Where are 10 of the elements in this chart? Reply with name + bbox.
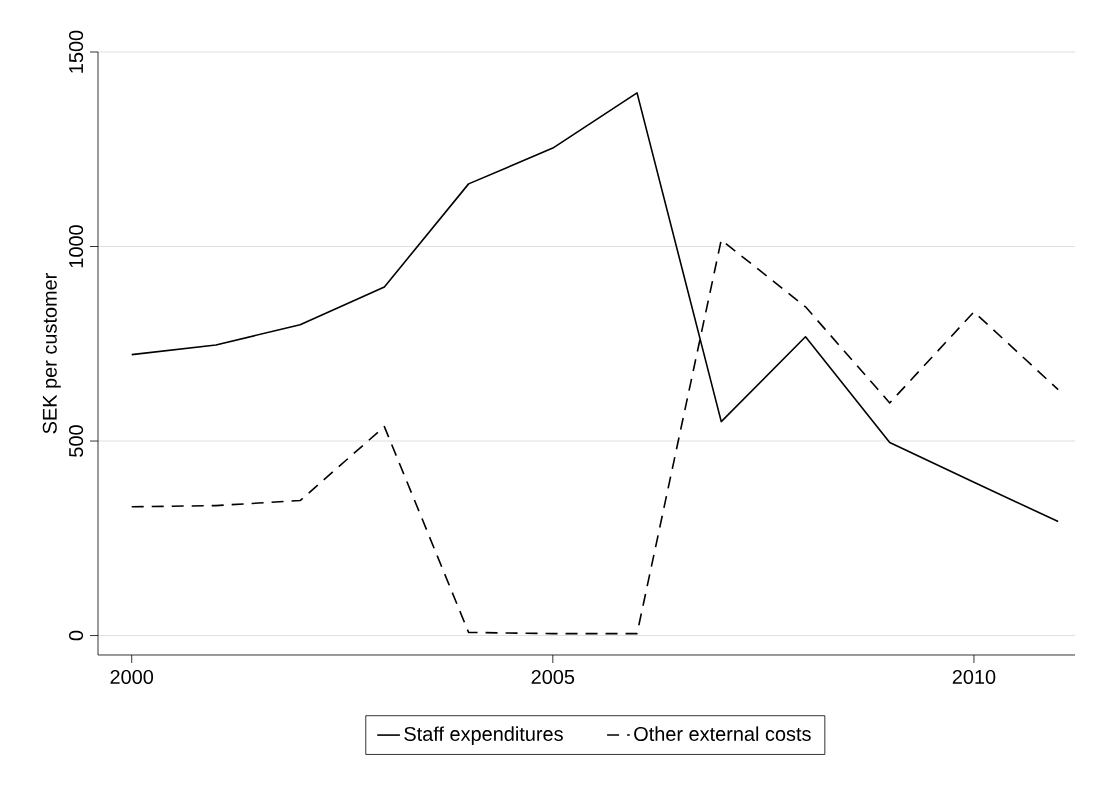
x-tick-label: 2005 [531, 669, 575, 685]
y-tick-label: 1000 [69, 225, 84, 268]
x-tick-label: 2000 [110, 669, 154, 685]
y-tick-label: 500 [69, 425, 84, 457]
x-tick-label: 2010 [952, 669, 996, 685]
y-tick-label: 1500 [69, 30, 84, 73]
legend-label: Other external costs [634, 726, 811, 741]
y-tick-label: 0 [69, 630, 84, 641]
legend-label: Staff expenditures [404, 726, 563, 745]
y-axis-title: SEK per customer [42, 273, 61, 434]
